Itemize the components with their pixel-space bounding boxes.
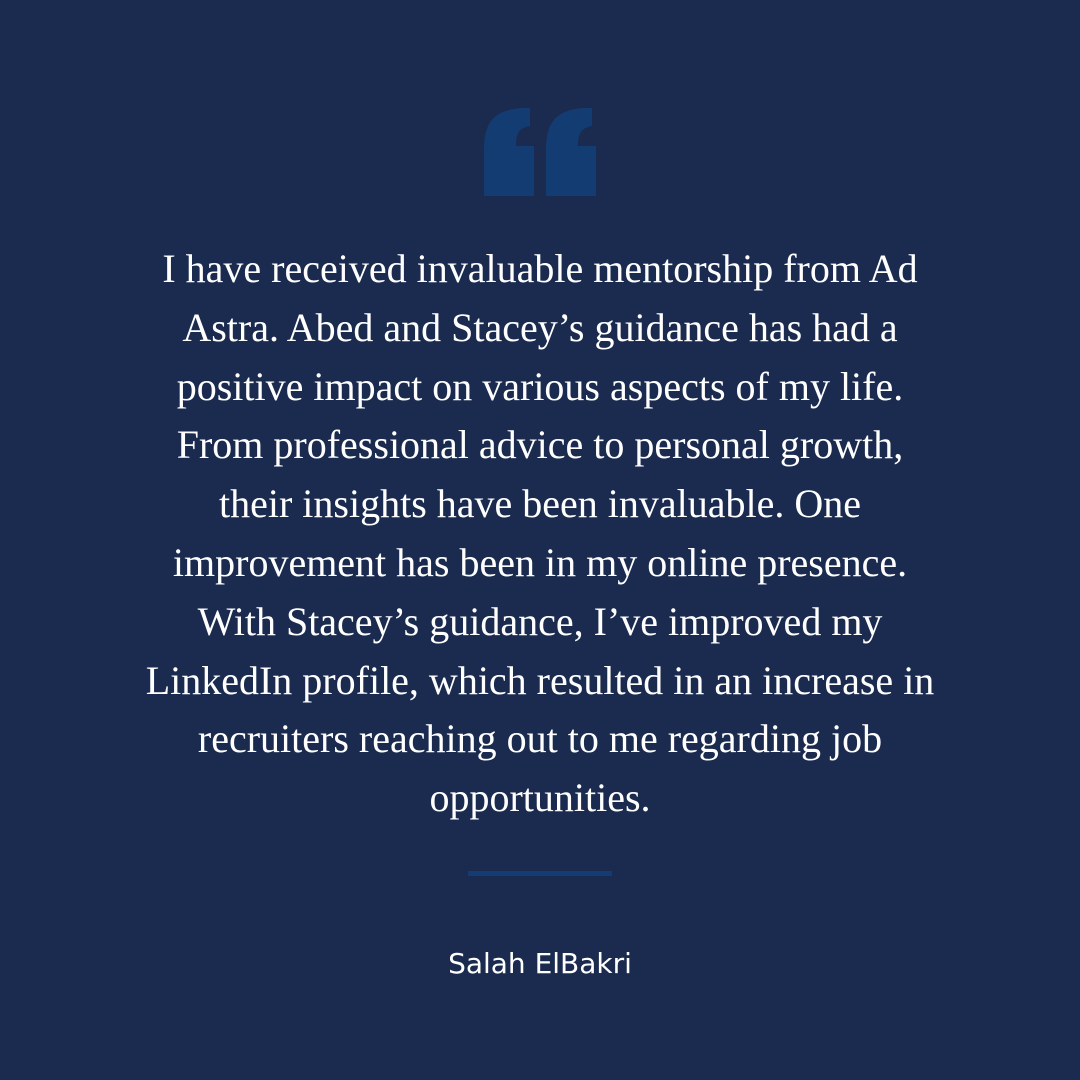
testimonial-author: Salah ElBakri: [448, 947, 632, 980]
divider: [468, 871, 612, 876]
testimonial-quote: I have received invaluable mentorship fr…: [145, 246, 935, 821]
quote-icon: [484, 108, 596, 196]
